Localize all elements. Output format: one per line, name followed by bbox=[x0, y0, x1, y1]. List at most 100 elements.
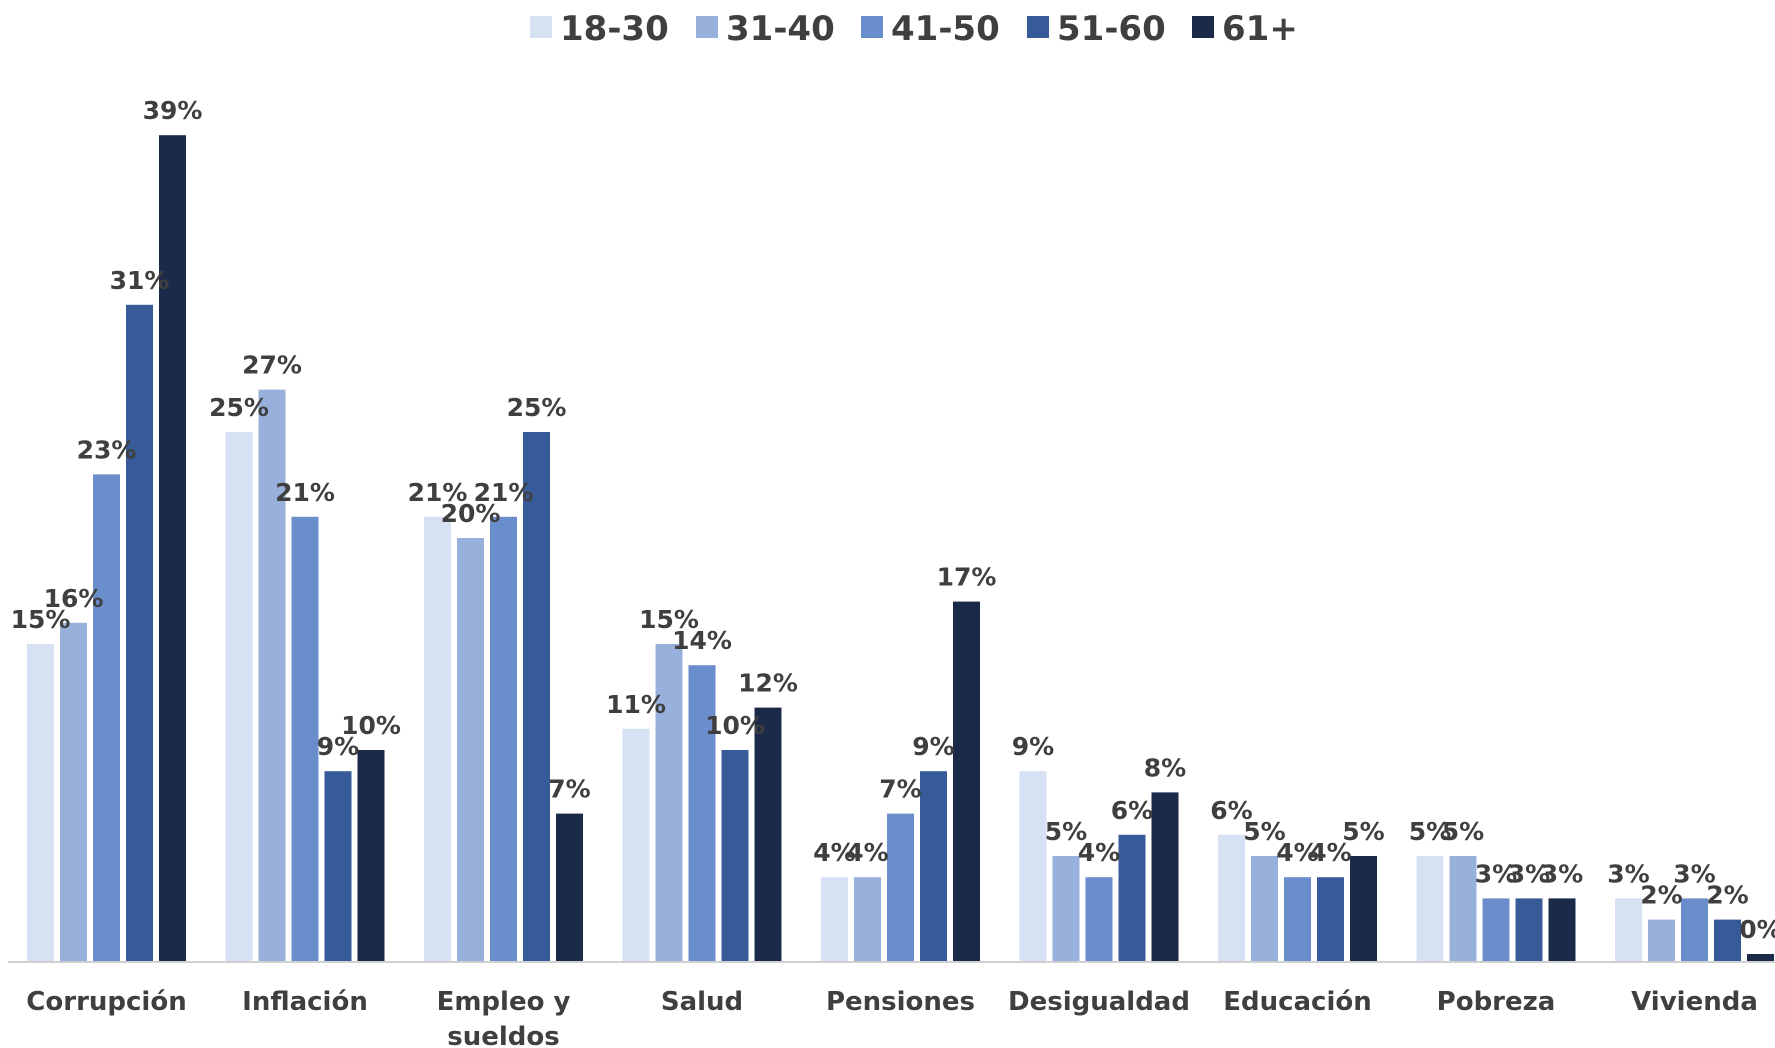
data-label: 27% bbox=[242, 351, 302, 380]
data-label: 4% bbox=[1078, 838, 1120, 867]
data-label: 3% bbox=[1475, 859, 1517, 888]
legend-item-51-60: 51-60 bbox=[1027, 9, 1166, 49]
legend-swatch bbox=[1027, 16, 1049, 38]
data-label: 21% bbox=[275, 478, 335, 507]
category-label-line: Inflación bbox=[242, 987, 368, 1017]
data-label: 2% bbox=[1706, 881, 1748, 910]
bar-31-40-8 bbox=[1648, 919, 1675, 962]
bar-61+-2 bbox=[556, 813, 583, 962]
data-label: 3% bbox=[1508, 859, 1550, 888]
legend-swatch bbox=[530, 16, 552, 38]
bar-61+-6 bbox=[1350, 856, 1377, 962]
legend-item-61+: 61+ bbox=[1192, 9, 1298, 49]
bar-61+-3 bbox=[754, 707, 782, 962]
bar-18-30-5 bbox=[1019, 771, 1047, 962]
data-label: 10% bbox=[705, 711, 765, 740]
bar-31-40-7 bbox=[1449, 856, 1477, 962]
bar-51-60-0 bbox=[126, 304, 153, 962]
legend-swatch bbox=[861, 16, 883, 38]
legend-item-31-40: 31-40 bbox=[696, 9, 835, 49]
bar-41-50-8 bbox=[1681, 898, 1708, 962]
category-label-line: Pobreza bbox=[1437, 987, 1556, 1017]
legend-item-41-50: 41-50 bbox=[861, 9, 1000, 49]
data-label: 7% bbox=[548, 775, 590, 804]
data-label: 11% bbox=[606, 690, 666, 719]
bar-18-30-1 bbox=[225, 432, 253, 962]
legend-swatch bbox=[1192, 16, 1214, 38]
bar-31-40-5 bbox=[1052, 856, 1080, 962]
bar-51-60-5 bbox=[1118, 834, 1146, 962]
data-label: 14% bbox=[672, 626, 732, 655]
data-label: 16% bbox=[44, 584, 104, 613]
data-label: 25% bbox=[507, 393, 567, 422]
value-labels: 15%16%23%31%39%25%27%21%9%10%21%20%21%25… bbox=[11, 96, 1775, 944]
bar-31-40-3 bbox=[655, 644, 683, 962]
bar-61+-4 bbox=[953, 601, 980, 962]
bar-41-50-3 bbox=[688, 665, 716, 962]
legend-label: 51-60 bbox=[1057, 9, 1166, 49]
category-label-line: Salud bbox=[661, 987, 743, 1017]
data-label: 4% bbox=[1309, 838, 1351, 867]
bar-31-40-6 bbox=[1251, 856, 1278, 962]
category-label: Inflación bbox=[242, 987, 368, 1017]
data-label: 23% bbox=[77, 435, 137, 464]
data-label: 8% bbox=[1144, 753, 1186, 782]
data-label: 21% bbox=[408, 478, 468, 507]
category-label-line: Desigualdad bbox=[1008, 987, 1190, 1017]
bar-41-50-6 bbox=[1284, 877, 1311, 962]
legend-label: 61+ bbox=[1222, 9, 1298, 49]
category-label: Pobreza bbox=[1437, 987, 1556, 1017]
data-label: 12% bbox=[738, 669, 798, 698]
data-label: 6% bbox=[1210, 796, 1252, 825]
category-label-line: Vivienda bbox=[1631, 987, 1758, 1017]
legend: 18-30 31-40 41-50 51-60 61+ bbox=[530, 9, 1298, 49]
bar-51-60-2 bbox=[523, 432, 550, 962]
data-label: 0% bbox=[1739, 915, 1775, 944]
data-label: 2% bbox=[1640, 881, 1682, 910]
data-label: 31% bbox=[110, 266, 170, 295]
data-label: 17% bbox=[937, 563, 997, 592]
data-label: 7% bbox=[879, 775, 921, 804]
category-label-line: sueldos bbox=[447, 1022, 559, 1048]
data-label: 9% bbox=[1012, 732, 1054, 761]
category-label: Desigualdad bbox=[1008, 987, 1190, 1017]
category-label-line: Corrupción bbox=[26, 987, 186, 1017]
category-label-line: Educación bbox=[1223, 987, 1372, 1017]
data-label: 4% bbox=[846, 838, 888, 867]
bar-61+-1 bbox=[357, 750, 385, 962]
data-label: 3% bbox=[1673, 859, 1715, 888]
bar-41-50-1 bbox=[291, 516, 319, 962]
bar-18-30-6 bbox=[1218, 834, 1245, 962]
category-label: Empleo y sueldos bbox=[437, 987, 571, 1048]
category-label: Salud bbox=[661, 987, 743, 1017]
category-label: Pensiones bbox=[826, 987, 975, 1017]
bar-18-30-0 bbox=[27, 644, 54, 962]
legend-swatch bbox=[696, 16, 718, 38]
data-label: 5% bbox=[1045, 817, 1087, 846]
data-label: 4% bbox=[1276, 838, 1318, 867]
data-label: 5% bbox=[1409, 817, 1451, 846]
category-label: Corrupción bbox=[26, 987, 186, 1017]
bar-51-60-7 bbox=[1515, 898, 1543, 962]
bar-41-50-0 bbox=[93, 474, 120, 962]
bar-31-40-2 bbox=[457, 538, 484, 962]
bar-31-40-1 bbox=[258, 389, 286, 963]
data-label: 9% bbox=[912, 732, 954, 761]
data-label: 21% bbox=[474, 478, 534, 507]
data-label: 15% bbox=[11, 605, 71, 634]
data-label: 4% bbox=[813, 838, 855, 867]
data-label: 6% bbox=[1111, 796, 1153, 825]
bar-61+-8 bbox=[1747, 954, 1774, 962]
data-label: 5% bbox=[1243, 817, 1285, 846]
data-label: 3% bbox=[1541, 859, 1583, 888]
bar-41-50-4 bbox=[887, 813, 914, 962]
bar-31-40-0 bbox=[60, 622, 87, 962]
data-label: 9% bbox=[317, 732, 359, 761]
bar-41-50-7 bbox=[1482, 898, 1510, 962]
legend-label: 31-40 bbox=[726, 9, 835, 49]
legend-label: 18-30 bbox=[560, 9, 669, 49]
bar-51-60-3 bbox=[721, 750, 749, 962]
category-label: Educación bbox=[1223, 987, 1372, 1017]
data-label: 15% bbox=[639, 605, 699, 634]
bar-61+-7 bbox=[1548, 898, 1576, 962]
